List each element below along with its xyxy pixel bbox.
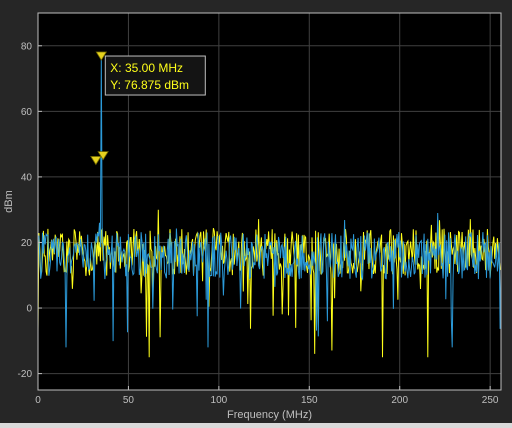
x-tick-label-150: 150 [301,395,318,406]
window-bottom-strip [0,423,512,428]
x-tick-label-50: 50 [123,395,135,406]
x-tick-label-250: 250 [482,395,499,406]
datatip[interactable]: X: 35.00 MHz Y: 76.875 dBm [104,55,206,96]
y-tick-label-80: 80 [21,41,33,52]
peak-marker-0[interactable] [90,156,102,166]
series-blue [37,55,502,348]
y-tick-label-40: 40 [21,172,33,183]
y-tick-label-20: 20 [21,238,33,249]
x-tick-label-200: 200 [391,395,408,406]
y-axis-ticks: -20 0 20 40 60 80 [18,41,42,380]
datatip-box [104,55,206,96]
x-axis-label: Frequency (MHz) [227,409,312,421]
y-tick-label--20: -20 [18,369,33,380]
axes-frame [37,12,502,391]
x-tick-label-0: 0 [35,395,41,406]
grid [37,13,501,390]
datatip-x-text: X: 35.00 MHz [110,61,183,75]
peak-marker-1[interactable] [97,151,109,161]
x-tick-label-100: 100 [211,395,228,406]
y-axis-label: dBm [3,190,15,213]
peak-markers [90,51,109,166]
x-axis-ticks: 0 50 100 150 200 250 [35,386,499,406]
series-blue-trace [37,55,502,348]
y-tick-label-60: 60 [21,107,33,118]
peak-marker-2[interactable] [95,51,108,61]
y-tick-label-0: 0 [26,304,32,315]
datatip-y-text: Y: 76.875 dBm [110,78,189,92]
